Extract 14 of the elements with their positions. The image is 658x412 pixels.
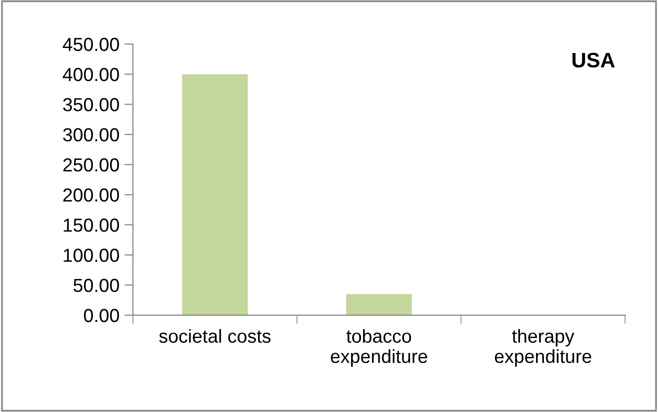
y-tick-label: 400.00 — [62, 68, 119, 82]
y-tick-label: 350.00 — [63, 98, 119, 112]
y-tick-label: 300.00 — [63, 128, 119, 142]
chart-title: USA — [572, 52, 615, 68]
y-tick-label: 50.00 — [74, 278, 119, 292]
y-tick-label: 450.00 — [62, 38, 119, 52]
y-tick-label: 100.00 — [64, 248, 119, 262]
y-tick-label: 150.00 — [64, 218, 119, 232]
y-tick-label: 0.00 — [84, 308, 119, 322]
x-tick-label: societal costs — [159, 329, 271, 343]
y-tick-label: 200.00 — [63, 188, 119, 202]
y-tick-label: 250.00 — [63, 158, 119, 172]
x-tick-label: tobacco expenditure — [330, 329, 428, 367]
x-tick-label: therapy expenditure — [494, 329, 592, 367]
